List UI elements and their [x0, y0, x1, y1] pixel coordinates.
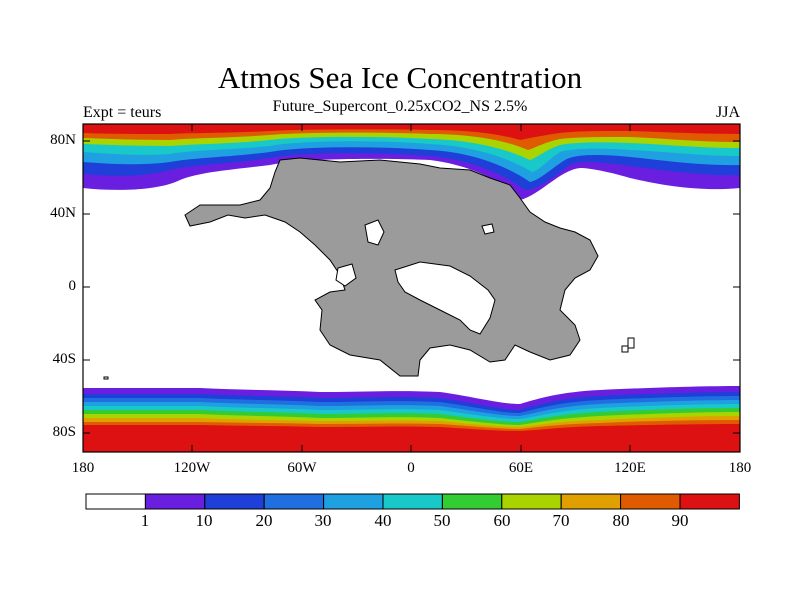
x-tick-120w: 120W — [173, 460, 211, 476]
x-tick-120e: 120E — [614, 460, 646, 476]
y-tick-80s: 80S — [52, 424, 76, 440]
colorbar-label: 90 — [671, 511, 689, 530]
colorbar-swatch — [144, 493, 206, 510]
colorbar-swatch — [382, 493, 443, 510]
y-tick-40s: 40S — [52, 351, 76, 367]
colorbar-swatch — [263, 493, 325, 510]
x-tick-180-west: 180 — [71, 460, 95, 476]
colorbar — [85, 493, 740, 510]
colorbar-swatch — [441, 493, 503, 510]
colorbar-swatch — [501, 493, 562, 510]
colorbar-label: 20 — [255, 511, 273, 530]
islands — [103, 337, 635, 380]
colorbar-label: 40 — [374, 511, 392, 530]
map-title: Atmos Sea Ice Concentration — [217, 60, 583, 95]
supercontinent-land — [184, 157, 599, 377]
colorbar-swatch — [560, 493, 622, 510]
x-tick-60w: 60W — [287, 460, 317, 476]
colorbar-label: 70 — [552, 511, 570, 530]
x-tick-180-east: 180 — [728, 460, 752, 476]
colorbar-label: 1 — [140, 511, 150, 530]
y-tick-80n: 80N — [50, 132, 76, 148]
x-tick-0: 0 — [407, 460, 415, 476]
y-tick-0: 0 — [68, 278, 77, 294]
colorbar-label: 30 — [314, 511, 332, 530]
y-tick-40n: 40N — [50, 205, 76, 221]
colorbar-label: 50 — [433, 511, 451, 530]
experiment-label: Expt = teurs — [83, 104, 162, 121]
colorbar-label: 10 — [195, 511, 213, 530]
colorbar-swatch — [204, 493, 265, 510]
south-sea-ice — [83, 386, 740, 452]
map-subtitle: Future_Supercont_0.25xCO2_NS 2.5% — [272, 98, 528, 115]
colorbar-label: 60 — [493, 511, 511, 530]
colorbar-label: 80 — [612, 511, 630, 530]
colorbar-swatch — [620, 493, 681, 510]
x-tick-60e: 60E — [508, 460, 534, 476]
colorbar-swatch — [679, 493, 740, 510]
colorbar-swatch — [323, 493, 384, 510]
season-label: JJA — [715, 104, 740, 121]
north-sea-ice — [83, 124, 740, 200]
colorbar-swatch — [85, 493, 146, 510]
axis-ticks — [83, 124, 740, 452]
